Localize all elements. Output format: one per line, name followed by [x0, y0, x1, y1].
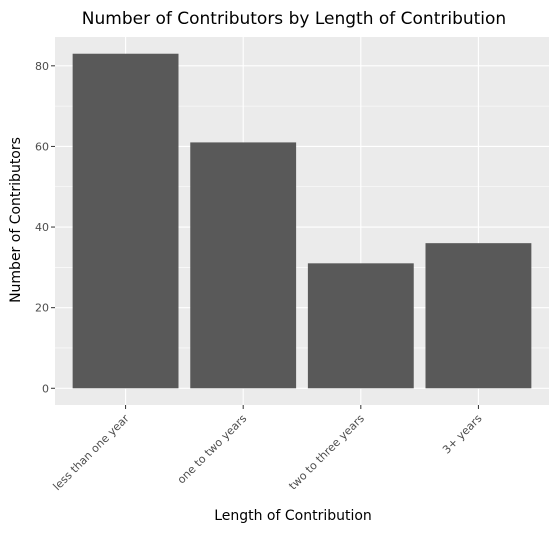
chart-title: Number of Contributors by Length of Cont…: [82, 9, 506, 29]
bars: [72, 53, 532, 389]
y-tick-label: 80: [35, 60, 49, 73]
y-axis: 0 20 40 60 80: [35, 60, 55, 395]
x-axis-title: Length of Contribution: [214, 508, 372, 524]
bar: [190, 142, 297, 389]
y-tick-label: 20: [35, 302, 49, 315]
bar: [307, 263, 414, 389]
plot-panel: [55, 37, 549, 405]
y-axis-title: Number of Contributors: [8, 137, 24, 303]
y-tick-label: 0: [42, 382, 49, 395]
bar: [425, 243, 532, 389]
y-tick-label: 60: [35, 140, 49, 153]
bar: [72, 53, 179, 389]
y-tick-label: 40: [35, 221, 49, 234]
